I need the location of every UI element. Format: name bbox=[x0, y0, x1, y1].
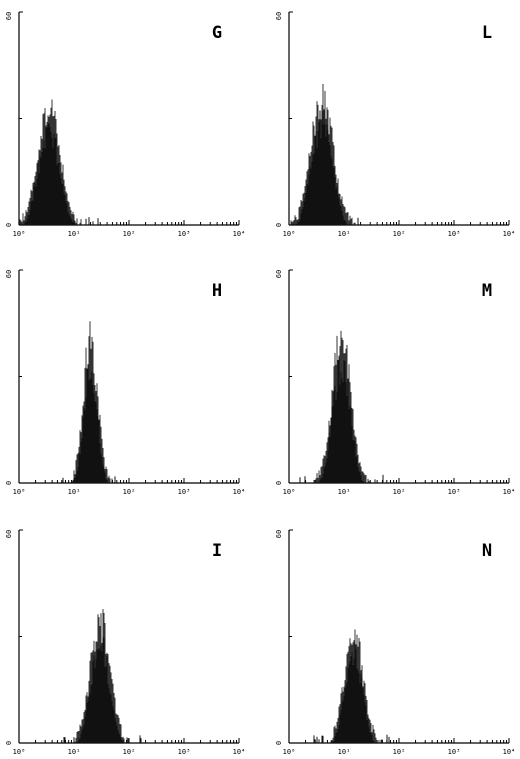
panel-label: G bbox=[212, 23, 222, 43]
x-tick-label: 10⁰ bbox=[283, 748, 296, 756]
panel-label: I bbox=[212, 541, 222, 561]
x-tick-label: 10⁴ bbox=[503, 230, 516, 238]
x-tick-label: 10⁰ bbox=[283, 488, 296, 496]
y-tick-label-min: 0 bbox=[275, 741, 283, 745]
x-tick-label: 10² bbox=[123, 488, 136, 496]
x-tick-label: 10⁴ bbox=[503, 488, 516, 496]
histogram-bars bbox=[313, 629, 390, 743]
x-tick-label: 10² bbox=[393, 488, 406, 496]
x-tick-label: 10⁴ bbox=[233, 230, 246, 238]
histogram-bars bbox=[62, 321, 116, 483]
panel-label: M bbox=[482, 281, 492, 301]
x-tick-label: 10¹ bbox=[68, 748, 81, 756]
x-tick-label: 10³ bbox=[448, 748, 461, 756]
x-tick-label: 10² bbox=[123, 748, 136, 756]
x-tick-label: 10⁴ bbox=[503, 748, 516, 756]
x-tick-label: 10³ bbox=[178, 230, 191, 238]
x-tick-label: 10³ bbox=[448, 488, 461, 496]
y-tick-label-max: 60 bbox=[5, 530, 13, 538]
x-tick-label: 10² bbox=[393, 230, 406, 238]
x-tick-label: 10³ bbox=[178, 488, 191, 496]
y-tick-label-min: 0 bbox=[5, 481, 13, 485]
x-tick-label: 10² bbox=[123, 230, 136, 238]
x-tick-label: 10⁰ bbox=[13, 230, 26, 238]
y-tick-label-max: 60 bbox=[275, 12, 283, 20]
histogram-panel-g: 10⁰ 10¹ 10² 10³ 10⁴ 0 60 G bbox=[5, 11, 246, 238]
x-tick-label: 10³ bbox=[448, 230, 461, 238]
x-tick-label: 10¹ bbox=[338, 488, 351, 496]
x-tick-label: 10¹ bbox=[338, 748, 351, 756]
histogram-panel-n: 10⁰ 10¹ 10² 10³ 10⁴ 0 60 N bbox=[275, 529, 516, 756]
y-tick-label-min: 0 bbox=[275, 223, 283, 227]
histogram-bars bbox=[19, 99, 99, 225]
histogram-panel-i: 10⁰ 10¹ 10² 10³ 10⁴ 0 60 I bbox=[5, 529, 246, 756]
y-tick-label-max: 60 bbox=[5, 12, 13, 20]
y-tick-label-min: 0 bbox=[5, 223, 13, 227]
x-tick-label: 10⁰ bbox=[13, 488, 26, 496]
x-tick-label: 10¹ bbox=[68, 230, 81, 238]
x-tick-label: 10³ bbox=[178, 748, 191, 756]
y-tick-label-max: 60 bbox=[275, 530, 283, 538]
x-tick-label: 10² bbox=[393, 748, 406, 756]
y-tick-label-min: 0 bbox=[5, 741, 13, 745]
histogram-panel-l: 10⁰ 10¹ 10² 10³ 10⁴ 0 60 L bbox=[275, 11, 516, 238]
x-tick-label: 10⁴ bbox=[233, 748, 246, 756]
y-tick-label-max: 60 bbox=[5, 270, 13, 278]
histogram-bars bbox=[290, 84, 359, 225]
panel-label: H bbox=[212, 281, 222, 301]
histogram-panel-m: 10⁰ 10¹ 10² 10³ 10⁴ 0 60 M bbox=[275, 269, 516, 496]
panel-label: N bbox=[482, 541, 492, 561]
x-tick-label: 10⁰ bbox=[283, 230, 296, 238]
x-tick-label: 10⁴ bbox=[233, 488, 246, 496]
panel-label: L bbox=[482, 23, 492, 43]
y-tick-label-max: 60 bbox=[275, 270, 283, 278]
x-tick-label: 10⁰ bbox=[13, 748, 26, 756]
histogram-panel-h: 10⁰ 10¹ 10² 10³ 10⁴ 0 60 H bbox=[5, 269, 246, 496]
y-tick-label-min: 0 bbox=[275, 481, 283, 485]
x-tick-label: 10¹ bbox=[338, 230, 351, 238]
x-tick-label: 10¹ bbox=[68, 488, 81, 496]
histogram-bars bbox=[63, 609, 142, 743]
histogram-bars bbox=[299, 330, 384, 483]
